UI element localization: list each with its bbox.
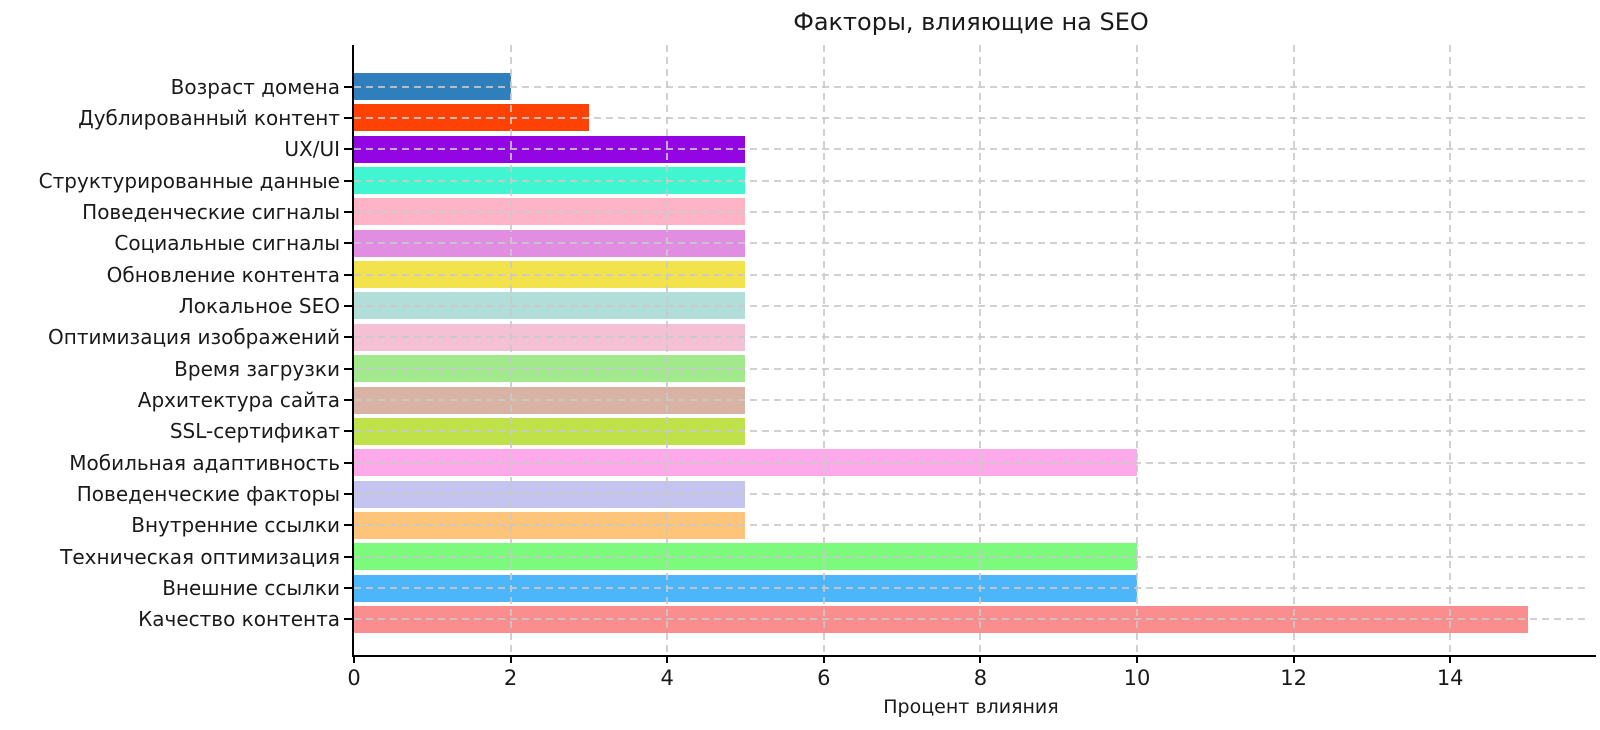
gridline-horizontal xyxy=(354,430,1588,433)
gridline-horizontal xyxy=(354,587,1588,590)
y-tick-label: Качество контента xyxy=(138,607,340,632)
x-tick-mark xyxy=(822,655,825,663)
y-tick-label: Возраст домена xyxy=(170,74,340,99)
y-tick-mark xyxy=(344,493,352,496)
y-tick-mark xyxy=(344,399,352,401)
gridline-vertical xyxy=(1135,45,1138,655)
y-tick-mark xyxy=(344,210,352,213)
y-tick-label: Техническая оптимизация xyxy=(60,544,340,569)
y-tick-label: Архитектура сайта xyxy=(137,388,340,412)
y-tick-mark xyxy=(344,461,352,464)
gridline-horizontal xyxy=(354,367,1588,370)
gridline-vertical xyxy=(822,45,825,655)
gridline-horizontal xyxy=(354,273,1588,276)
gridline-vertical xyxy=(979,45,982,655)
y-tick-label: Дублированный контент xyxy=(78,105,340,130)
y-tick-label: Обновление контента xyxy=(106,262,340,287)
chart-title: Факторы, влияющие на SEO xyxy=(793,8,1149,36)
plot-area xyxy=(352,45,1596,657)
gridline-horizontal xyxy=(354,304,1588,307)
y-tick-label: Социальные сигналы xyxy=(114,231,340,256)
y-tick-label: Поведенческие факторы xyxy=(76,482,340,507)
gridline-horizontal xyxy=(354,555,1588,558)
x-tick-mark xyxy=(1135,655,1138,663)
y-tick-label: Структурированные данные xyxy=(38,168,340,193)
x-tick-mark xyxy=(666,655,669,663)
x-tick-label: 0 xyxy=(347,666,361,690)
y-tick-mark xyxy=(344,273,352,276)
y-tick-label: Мобильная адаптивность xyxy=(69,450,340,475)
gridline-horizontal xyxy=(354,493,1588,496)
y-tick-mark xyxy=(344,242,352,245)
x-axis-line xyxy=(352,655,1596,657)
y-tick-mark xyxy=(344,587,352,590)
y-tick-label: Поведенческие сигналы xyxy=(82,199,340,224)
y-tick-label: Оптимизация изображений xyxy=(48,325,340,350)
y-tick-label: SSL-сертификат xyxy=(169,419,340,444)
x-tick-mark xyxy=(509,655,512,663)
x-tick-label: 10 xyxy=(1123,666,1151,690)
x-tick-mark xyxy=(1449,655,1452,663)
y-tick-label: Внешние ссылки xyxy=(162,576,340,601)
y-tick-mark xyxy=(344,116,352,119)
y-tick-mark xyxy=(344,304,352,307)
y-tick-mark xyxy=(344,555,352,558)
y-tick-label: UX/UI xyxy=(284,137,340,162)
gridline-horizontal xyxy=(354,148,1588,151)
gridline-horizontal xyxy=(354,85,1588,88)
gridline-horizontal xyxy=(354,242,1588,245)
x-tick-label: 14 xyxy=(1436,666,1464,690)
y-tick-mark xyxy=(344,430,352,433)
gridline-horizontal xyxy=(354,618,1588,621)
y-tick-mark xyxy=(344,336,352,339)
y-tick-mark xyxy=(344,367,352,370)
y-tick-mark xyxy=(344,618,352,621)
x-tick-mark xyxy=(353,655,355,663)
y-tick-label: Локальное SEO xyxy=(178,293,340,318)
y-tick-mark xyxy=(344,179,352,182)
gridline-horizontal xyxy=(354,116,1588,119)
x-tick-mark xyxy=(979,655,982,663)
y-tick-mark xyxy=(344,148,352,151)
x-tick-label: 8 xyxy=(973,666,988,690)
gridline-horizontal xyxy=(354,524,1588,527)
y-axis-line xyxy=(352,45,354,655)
gridline-horizontal xyxy=(354,179,1588,182)
x-tick-label: 6 xyxy=(817,666,831,690)
y-tick-mark xyxy=(344,85,352,88)
gridline-vertical xyxy=(509,45,512,655)
y-tick-label: Время загрузки xyxy=(174,356,340,381)
y-axis-labels: Возраст домена Дублированный контент UX/UI… xyxy=(0,45,354,655)
x-tick-label: 4 xyxy=(660,666,674,690)
y-tick-label: Внутренние ссылки xyxy=(131,513,340,538)
gridline-horizontal xyxy=(354,336,1588,339)
gridline-horizontal xyxy=(354,399,1588,401)
y-tick-mark xyxy=(344,524,352,527)
gridline-vertical xyxy=(1292,45,1295,655)
gridline-horizontal xyxy=(354,210,1588,213)
x-tick-label: 2 xyxy=(503,666,518,690)
x-tick-mark xyxy=(1292,655,1295,663)
gridline-horizontal xyxy=(354,461,1588,464)
x-tick-label: 12 xyxy=(1280,666,1307,690)
gridline-vertical xyxy=(1449,45,1452,655)
gridline-vertical xyxy=(666,45,669,655)
x-axis-title: Процент влияния xyxy=(883,696,1059,718)
